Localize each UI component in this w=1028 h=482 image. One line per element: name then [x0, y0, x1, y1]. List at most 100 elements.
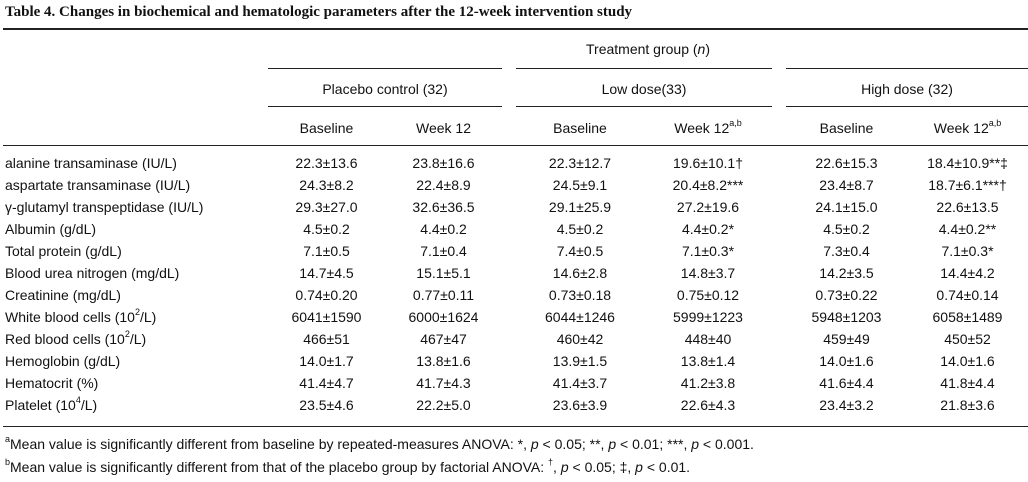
table-cell: 4.4±0.2** — [938, 221, 997, 237]
highdose-col-rule — [786, 106, 1028, 107]
lowdose-underline — [516, 68, 772, 69]
row-label: Total protein (g/dL) — [5, 243, 122, 259]
table-cell: 27.2±19.6 — [676, 199, 740, 215]
table-cell: 6000±1624 — [408, 309, 479, 325]
table-cell: 14.4±4.2 — [940, 265, 995, 281]
bottom-rule — [3, 426, 1028, 427]
footnote-b: bMean value is significantly different f… — [5, 457, 691, 475]
table-cell: 14.6±2.8 — [552, 265, 608, 281]
table-cell: 7.1±0.5 — [303, 243, 350, 259]
top-rule — [3, 28, 1028, 30]
table-cell: 4.4±0.2 — [420, 221, 467, 237]
group-low-dose: Low dose(33) — [601, 81, 687, 97]
col-baseline: Baseline — [553, 120, 607, 136]
table-cell: 22.6±13.5 — [936, 199, 999, 215]
table-cell: 14.7±4.5 — [299, 265, 354, 281]
table-cell: 13.8±1.6 — [416, 353, 471, 369]
table-cell: 14.0±1.7 — [299, 353, 354, 369]
group-placebo: Placebo control (32) — [322, 81, 448, 97]
table-cell: 7.1±0.3* — [681, 243, 735, 259]
table-cell: 23.8±16.6 — [412, 155, 475, 171]
row-label: γ-glutamyl transpeptidase (IU/L) — [5, 199, 204, 215]
footnote-a: aMean value is significantly different f… — [5, 434, 754, 452]
table-cell: 450±52 — [944, 331, 991, 347]
group-high-dose: High dose (32) — [861, 81, 953, 97]
table-cell: 24.1±15.0 — [815, 199, 878, 215]
table-cell: 14.2±3.5 — [819, 265, 874, 281]
row-label: White blood cells (102/L) — [5, 307, 157, 325]
table-cell: 466±51 — [303, 331, 350, 347]
table-cell: 13.8±1.4 — [680, 353, 736, 369]
table-cell: 0.77±0.11 — [412, 287, 475, 303]
row-label: aspartate transaminase (IU/L) — [5, 177, 191, 193]
table-cell: 29.3±27.0 — [295, 199, 358, 215]
placebo-underline — [268, 68, 502, 69]
col-baseline: Baseline — [299, 120, 354, 136]
row-label: Red blood cells (102/L) — [5, 329, 147, 347]
table-cell: 23.6±3.9 — [552, 397, 608, 413]
table-cell: 7.4±0.5 — [556, 243, 604, 259]
table-cell: 7.3±0.4 — [823, 243, 870, 259]
table-cell: 4.5±0.2 — [556, 221, 604, 237]
table-cell: 0.75±0.12 — [676, 287, 740, 303]
row-label: Platelet (104/L) — [5, 395, 98, 413]
table-cell: 7.1±0.4 — [420, 243, 467, 259]
table-cell: 0.74±0.20 — [295, 287, 358, 303]
table-cell: 41.7±4.3 — [416, 375, 471, 391]
table-cell: 22.2±5.0 — [416, 397, 471, 413]
table-cell: 22.6±15.3 — [815, 155, 878, 171]
row-label: Hematocrit (%) — [5, 375, 99, 391]
table-cell: 41.6±4.4 — [819, 375, 874, 391]
col-week12: Week 12a,b — [933, 118, 1002, 136]
table-cell: 41.2±3.8 — [680, 375, 736, 391]
row-label: alanine transaminase (IU/L) — [5, 155, 177, 171]
table-cell: 5948±1203 — [811, 309, 882, 325]
table-cell: 22.3±13.6 — [295, 155, 358, 171]
table-cell: 23.4±3.2 — [819, 397, 874, 413]
table-cell: 22.6±4.3 — [680, 397, 736, 413]
table-cell: 448±40 — [684, 331, 732, 347]
highdose-underline — [786, 68, 1028, 69]
table-cell: 6058±1489 — [932, 309, 1003, 325]
table-cell: 22.4±8.9 — [416, 177, 471, 193]
table-cell: 24.5±9.1 — [552, 177, 608, 193]
col-baseline: Baseline — [819, 120, 874, 136]
col-week12: Week 12 — [416, 120, 471, 136]
table-cell: 460±42 — [556, 331, 604, 347]
table-cell: 24.3±8.2 — [299, 177, 354, 193]
table-cell: 13.9±1.5 — [552, 353, 608, 369]
table-cell: 0.73±0.22 — [815, 287, 878, 303]
table-caption: Table 4. Changes in biochemical and hema… — [5, 4, 633, 20]
table-cell: 23.5±4.6 — [299, 397, 354, 413]
table-cell: 32.6±36.5 — [412, 199, 475, 215]
row-label: Albumin (g/dL) — [5, 221, 97, 237]
header-bottom-rule — [3, 145, 1028, 146]
table-cell: 14.0±1.6 — [819, 353, 874, 369]
table-cell: 18.4±10.9**‡ — [927, 155, 1008, 171]
table-cell: 29.1±25.9 — [548, 199, 612, 215]
row-label: Creatinine (mg/dL) — [5, 287, 121, 303]
table-cell: 20.4±8.2*** — [672, 177, 744, 193]
row-label: Hemoglobin (g/dL) — [5, 353, 121, 369]
table-cell: 18.7±6.1***† — [928, 177, 1007, 193]
placebo-col-rule — [268, 106, 502, 107]
table-cell: 5999±1223 — [673, 309, 743, 325]
table-cell: 15.1±5.1 — [416, 265, 471, 281]
group-header: Treatment group (n) — [586, 41, 710, 57]
col-week12: Week 12a,b — [674, 118, 742, 136]
table-cell: 23.4±8.7 — [819, 177, 874, 193]
table-cell: 4.5±0.2 — [823, 221, 870, 237]
table-cell: 41.4±4.7 — [299, 375, 354, 391]
table-cell: 7.1±0.3* — [941, 243, 994, 259]
row-label: Blood urea nitrogen (mg/dL) — [5, 265, 180, 281]
table-cell: 14.8±3.7 — [680, 265, 736, 281]
table-cell: 467±47 — [420, 331, 467, 347]
table-cell: 459±49 — [823, 331, 870, 347]
table-cell: 6044±1246 — [545, 309, 615, 325]
table-cell: 22.3±12.7 — [548, 155, 612, 171]
table-cell: 0.74±0.14 — [936, 287, 999, 303]
table-cell: 41.4±3.7 — [552, 375, 608, 391]
table-cell: 14.0±1.6 — [940, 353, 995, 369]
table-cell: 21.8±3.6 — [940, 397, 995, 413]
table-cell: 0.73±0.18 — [548, 287, 612, 303]
